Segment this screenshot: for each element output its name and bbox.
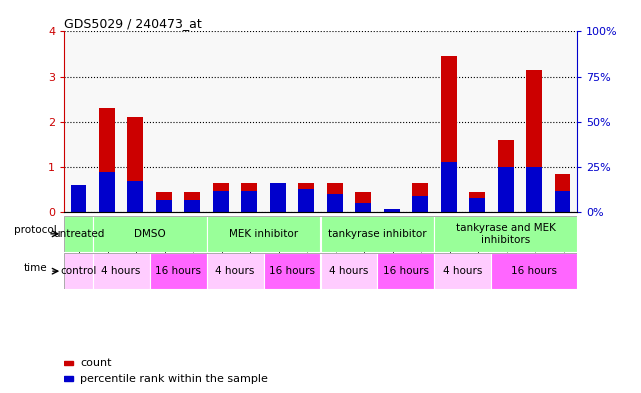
Bar <box>213 183 229 212</box>
Bar <box>435 253 492 289</box>
Bar <box>526 167 542 212</box>
Bar <box>270 183 286 212</box>
Bar <box>469 192 485 212</box>
Bar <box>412 183 428 212</box>
Text: 4 hours: 4 hours <box>329 266 369 276</box>
Bar <box>435 31 463 212</box>
Bar <box>299 189 314 212</box>
Bar <box>64 253 92 289</box>
Text: percentile rank within the sample: percentile rank within the sample <box>80 374 268 384</box>
Text: control: control <box>60 266 97 276</box>
Bar <box>156 192 172 212</box>
Bar <box>469 198 485 212</box>
Text: 16 hours: 16 hours <box>511 266 557 276</box>
Text: protocol: protocol <box>14 225 56 235</box>
Text: 4 hours: 4 hours <box>101 266 141 276</box>
Bar <box>64 376 73 381</box>
Bar <box>384 209 399 212</box>
Bar <box>92 216 206 252</box>
Bar <box>71 187 86 212</box>
Bar <box>206 216 320 252</box>
Bar <box>355 203 371 212</box>
Bar <box>549 31 577 212</box>
Bar <box>378 253 435 289</box>
Bar <box>378 31 406 212</box>
Bar <box>185 192 200 212</box>
Text: MEK inhibitor: MEK inhibitor <box>229 229 298 239</box>
Text: GDS5029 / 240473_at: GDS5029 / 240473_at <box>64 17 202 30</box>
Bar <box>128 117 143 212</box>
Bar <box>320 31 349 212</box>
Bar <box>498 167 513 212</box>
Bar <box>412 196 428 212</box>
Bar <box>64 31 92 212</box>
Text: count: count <box>80 358 112 368</box>
Text: 16 hours: 16 hours <box>383 266 429 276</box>
Bar <box>156 200 172 212</box>
Bar <box>92 31 121 212</box>
Text: tankyrase and MEK
inhibitors: tankyrase and MEK inhibitors <box>456 223 556 244</box>
Bar <box>463 31 492 212</box>
Bar <box>92 253 149 289</box>
Bar <box>327 183 342 212</box>
Bar <box>178 31 206 212</box>
Bar <box>320 216 435 252</box>
Bar <box>242 183 257 212</box>
Bar <box>555 191 570 212</box>
Bar <box>206 31 235 212</box>
Bar <box>64 216 92 252</box>
Text: tankyrase inhibitor: tankyrase inhibitor <box>328 229 427 239</box>
Bar <box>555 174 570 212</box>
Bar <box>64 361 73 365</box>
Bar <box>185 200 200 212</box>
Text: untreated: untreated <box>53 229 104 239</box>
Bar <box>263 31 292 212</box>
Bar <box>213 191 229 212</box>
Bar <box>441 56 456 212</box>
Text: DMSO: DMSO <box>134 229 165 239</box>
Bar <box>270 187 286 212</box>
Bar <box>327 194 342 212</box>
Bar <box>292 31 320 212</box>
Text: 4 hours: 4 hours <box>215 266 254 276</box>
Bar <box>206 253 263 289</box>
Bar <box>242 191 257 212</box>
Bar <box>355 192 371 212</box>
Bar <box>235 31 263 212</box>
Bar <box>498 140 513 212</box>
Bar <box>435 216 577 252</box>
Bar <box>263 253 320 289</box>
Bar <box>406 31 435 212</box>
Bar <box>441 162 456 212</box>
Bar <box>320 253 378 289</box>
Bar <box>99 173 115 212</box>
Bar <box>526 70 542 212</box>
Text: 16 hours: 16 hours <box>155 266 201 276</box>
Bar <box>121 31 149 212</box>
Bar <box>128 182 143 212</box>
Bar <box>299 183 314 212</box>
Bar <box>71 185 86 212</box>
Bar <box>99 108 115 212</box>
Bar <box>349 31 378 212</box>
Bar <box>384 209 399 212</box>
Text: 16 hours: 16 hours <box>269 266 315 276</box>
Bar <box>520 31 549 212</box>
Text: 4 hours: 4 hours <box>444 266 483 276</box>
Bar <box>149 253 206 289</box>
Text: time: time <box>24 263 47 273</box>
Bar <box>149 31 178 212</box>
Bar <box>492 253 577 289</box>
Bar <box>492 31 520 212</box>
